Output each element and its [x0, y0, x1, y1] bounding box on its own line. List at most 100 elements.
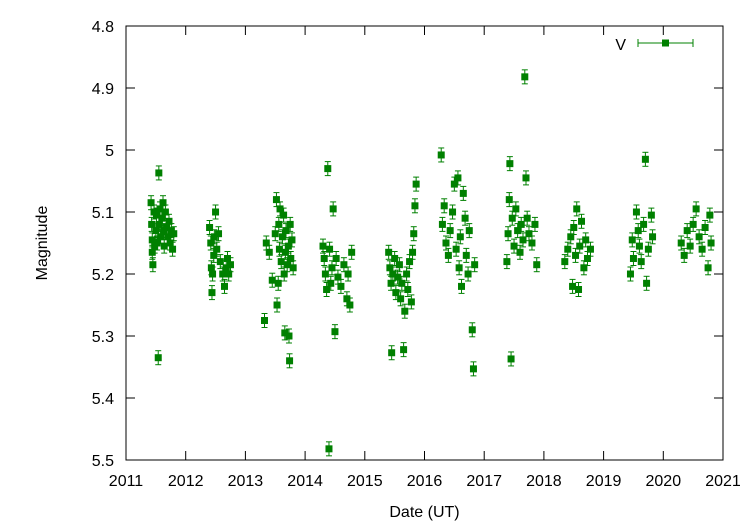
data-point [395, 257, 403, 273]
data-point [160, 238, 168, 254]
point-marker [395, 261, 403, 269]
point-marker [340, 261, 348, 269]
point-marker [348, 248, 356, 256]
point-marker [387, 279, 395, 287]
x-tick-label: 2017 [466, 473, 502, 490]
data-point [401, 303, 409, 319]
point-marker [152, 211, 160, 219]
data-point [332, 251, 340, 266]
point-marker [147, 199, 155, 207]
point-marker [343, 295, 351, 303]
data-point [507, 351, 515, 367]
data-point [471, 257, 479, 273]
y-tick-label: 5.2 [92, 267, 114, 284]
point-marker [326, 245, 334, 253]
point-marker [283, 261, 291, 269]
data-point [680, 247, 688, 263]
point-marker [207, 264, 215, 272]
point-marker [454, 174, 462, 182]
point-marker [278, 233, 286, 241]
point-marker [210, 233, 218, 241]
data-point [510, 238, 518, 254]
data-point [454, 170, 462, 186]
data-point [147, 195, 155, 211]
point-marker [583, 255, 591, 262]
point-marker [319, 242, 327, 250]
point-marker [410, 230, 418, 238]
data-point [701, 220, 709, 235]
data-point [444, 247, 452, 263]
point-marker [277, 258, 285, 266]
point-marker [438, 220, 446, 228]
point-marker [707, 239, 715, 247]
data-point [319, 238, 327, 254]
point-marker [273, 301, 281, 309]
point-marker [503, 258, 511, 266]
point-marker [280, 211, 288, 219]
point-marker [409, 248, 417, 256]
point-marker [641, 155, 649, 163]
x-tick-label: 2021 [705, 473, 741, 490]
point-marker [689, 220, 697, 228]
data-point [321, 266, 329, 282]
point-marker [281, 248, 289, 256]
point-marker [284, 242, 292, 250]
point-marker [216, 258, 224, 266]
point-marker [505, 196, 513, 204]
point-marker [286, 357, 294, 365]
point-marker [331, 328, 339, 336]
data-point [403, 266, 411, 282]
x-tick-label: 2012 [168, 473, 204, 490]
data-point [519, 232, 527, 248]
point-marker [155, 220, 163, 228]
point-marker [528, 239, 536, 247]
data-point [692, 201, 700, 217]
point-marker [576, 242, 584, 250]
point-marker [261, 317, 269, 324]
data-point [407, 294, 415, 310]
point-marker [321, 270, 329, 278]
point-marker [525, 230, 533, 238]
point-marker [471, 261, 479, 269]
x-axis-ticks: 2011 2012 2013 2014 2015 2016 2017 2018 2019 2020… [109, 26, 741, 490]
point-marker [148, 236, 156, 244]
data-point [576, 238, 584, 254]
data-point [582, 232, 590, 248]
point-marker [268, 276, 276, 284]
point-marker [628, 236, 636, 244]
data-point [533, 257, 541, 273]
point-marker [508, 214, 516, 222]
x-tick-label: 2011 [109, 473, 144, 490]
data-point [465, 223, 473, 239]
data-point [286, 216, 294, 232]
data-point [456, 229, 464, 245]
data-point [271, 226, 279, 242]
data-point [344, 266, 352, 282]
point-marker [412, 180, 420, 188]
data-point [329, 201, 337, 217]
data-point [411, 198, 419, 214]
data-point [580, 260, 588, 276]
point-marker [271, 230, 279, 238]
y-axis-title: Magnitude [34, 206, 51, 281]
point-marker [397, 295, 405, 303]
data-point [686, 238, 694, 254]
point-marker [510, 242, 518, 250]
point-marker [582, 236, 590, 244]
data-point [523, 210, 531, 226]
y-axis-ticks: 4.8 4.9 5 5.1 5.2 5.3 5.4 5.5 [92, 19, 723, 470]
point-marker [337, 282, 345, 290]
point-marker [586, 245, 594, 253]
data-point [561, 254, 569, 270]
point-marker [440, 202, 448, 210]
point-marker [701, 224, 709, 231]
point-marker [643, 279, 651, 287]
point-marker [680, 251, 688, 259]
point-marker [286, 220, 294, 228]
point-marker [437, 151, 445, 159]
point-marker [289, 264, 297, 272]
data-point [155, 165, 163, 181]
data-point [632, 204, 640, 220]
x-tick-label: 2019 [586, 473, 622, 490]
data-point [649, 229, 657, 245]
